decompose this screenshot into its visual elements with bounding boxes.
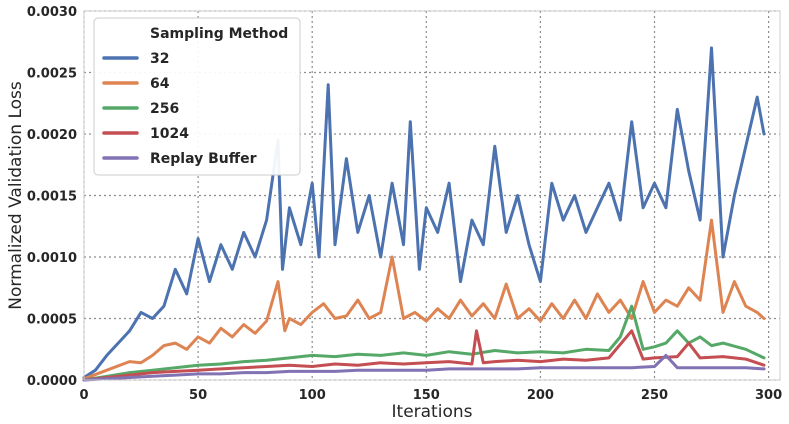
series-line-0: [82, 46, 766, 379]
x-tick-label: 150: [413, 388, 440, 403]
x-tick-label: 250: [641, 388, 668, 403]
legend-label-0: 32: [150, 51, 169, 67]
x-tick-label: 300: [755, 388, 782, 403]
legend-label-1: 64: [150, 76, 170, 92]
y-tick-label: 0.0030: [27, 5, 77, 20]
y-tick-label: 0.0000: [27, 374, 77, 389]
x-axis-ticks: 0 50 100 150 200 250 300: [79, 388, 782, 403]
y-tick-label: 0.0020: [27, 128, 77, 143]
x-tick-label: 100: [299, 388, 326, 403]
legend-box: [93, 17, 301, 176]
series-line-1: [82, 218, 766, 381]
y-axis-ticks: 0.0000 0.0005 0.0010 0.0015 0.0020 0.0025 0.00…: [27, 5, 77, 389]
x-tick-label: 50: [189, 388, 207, 403]
y-tick-label: 0.0010: [27, 251, 77, 266]
y-axis-label: Normalized Validation Loss: [6, 81, 26, 310]
y-tick-label: 0.0005: [27, 313, 77, 328]
x-tick-label: 0: [79, 388, 88, 403]
series-line-4: [82, 353, 766, 382]
legend: Sampling Method 32 64 256 1024 Replay Buffer: [93, 17, 301, 176]
x-axis-label: Iterations: [392, 402, 473, 422]
y-tick-label: 0.0025: [27, 67, 77, 82]
series-layer: [82, 46, 766, 382]
legend-label-2: 256: [150, 101, 179, 117]
x-tick-label: 200: [527, 388, 554, 403]
series-line-2: [82, 304, 766, 382]
plot-frame: [83, 10, 781, 381]
legend-title: Sampling Method: [150, 26, 288, 42]
y-tick-label: 0.0015: [27, 190, 77, 205]
legend-label-3: 1024: [150, 126, 189, 142]
legend-label-4: Replay Buffer: [150, 151, 257, 167]
